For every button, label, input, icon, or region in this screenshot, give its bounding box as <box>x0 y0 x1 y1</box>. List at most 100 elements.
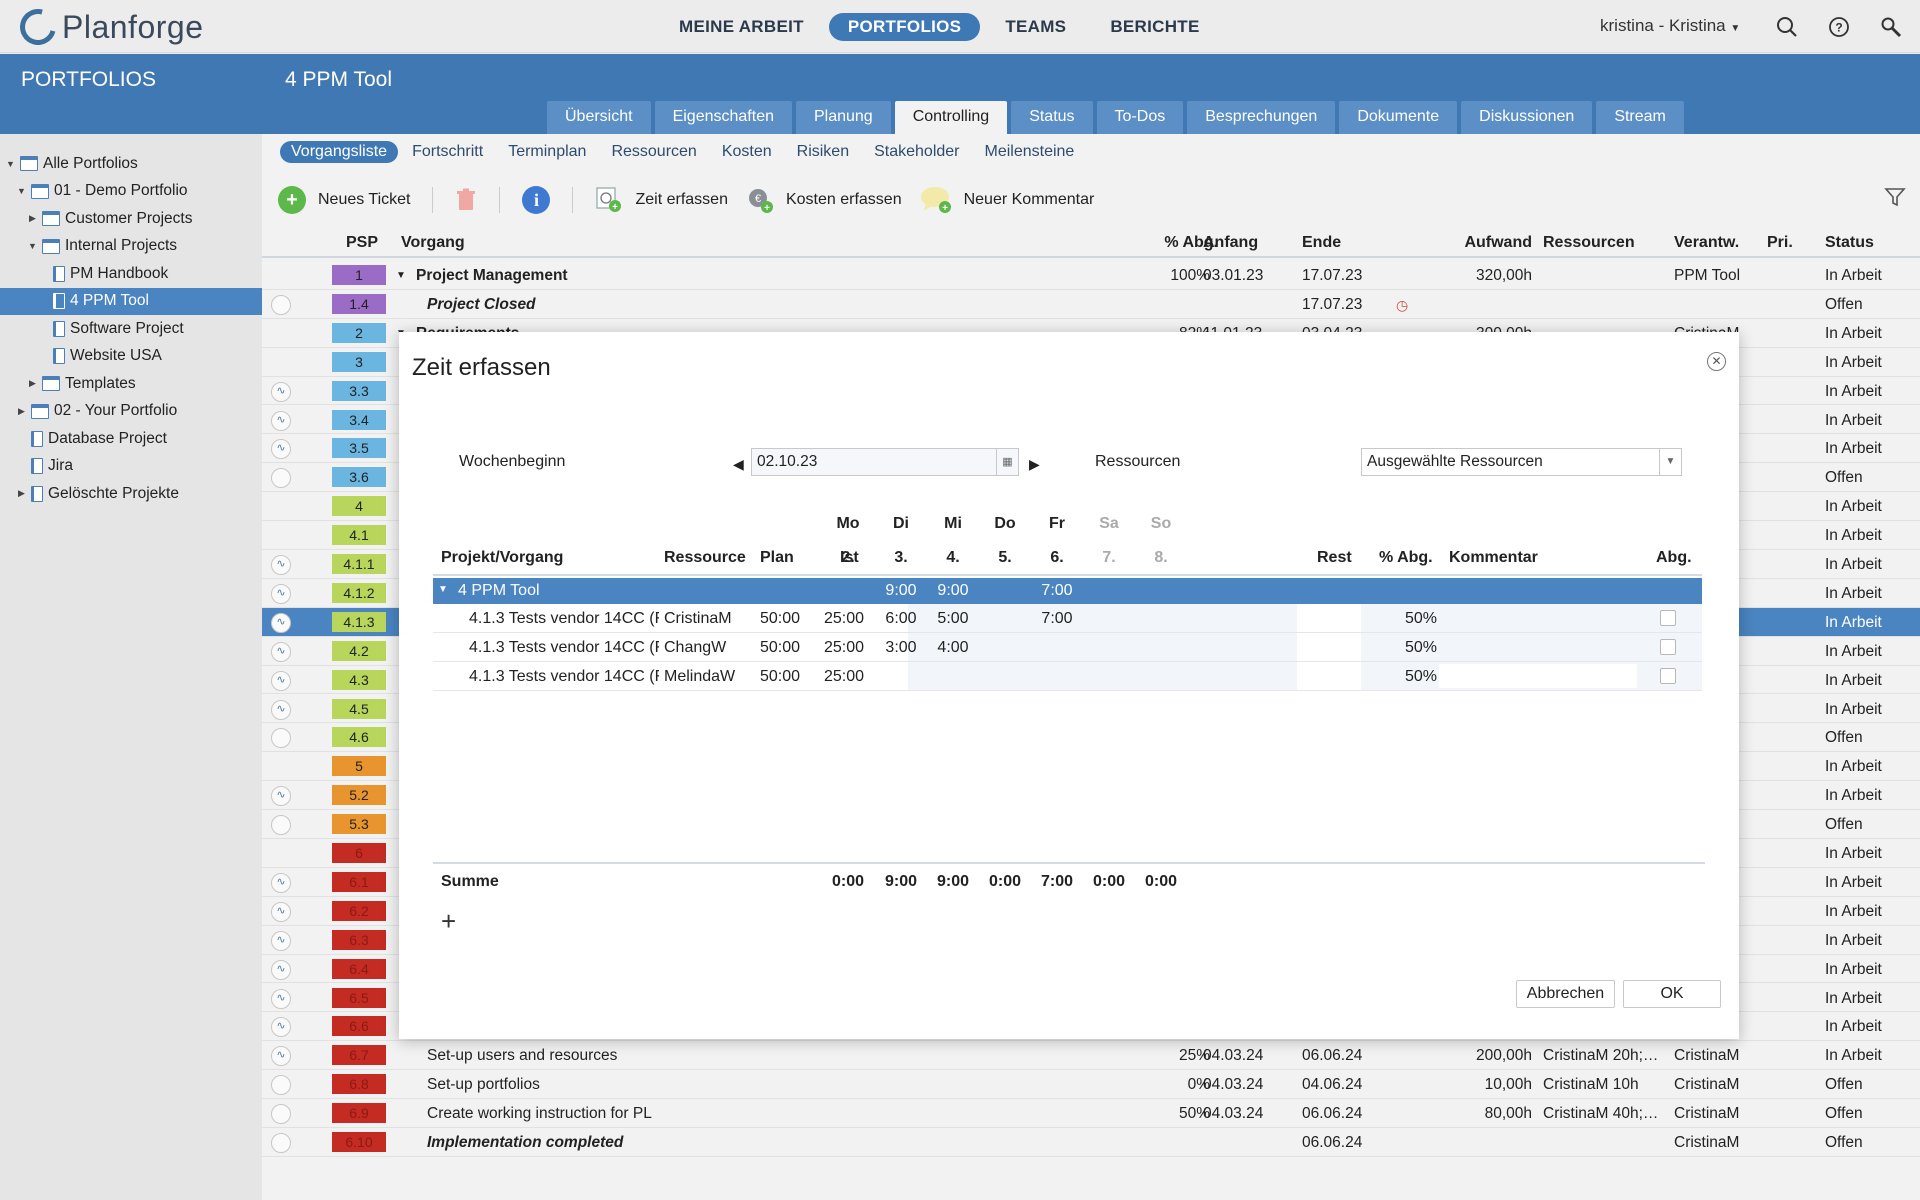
pct-done-cell[interactable]: 50% <box>1404 668 1437 685</box>
table-row[interactable]: 6.8 Set-up portfolios 0% 04.03.24 04.06.24 10… <box>262 1070 1920 1100</box>
subtab-ressourcen[interactable]: Ressourcen <box>611 143 697 160</box>
week-start-input[interactable]: 02.10.23 ▦ <box>751 448 1019 476</box>
table-row[interactable]: ∿ 6.6 In Arbeit <box>262 1012 1920 1042</box>
tab-planung[interactable]: Planung <box>795 101 891 134</box>
tree-item[interactable]: ▼ Alle Portfolios <box>0 150 262 178</box>
tab-stream[interactable]: Stream <box>1596 101 1684 134</box>
pct-done-cell[interactable]: 50% <box>1404 610 1437 627</box>
filter-icon[interactable] <box>1884 186 1906 214</box>
col-task[interactable]: Vorgang <box>401 234 465 251</box>
status-circle-icon[interactable] <box>271 1133 291 1153</box>
chevron-right-icon[interactable]: ▶ <box>29 378 36 389</box>
activity-icon[interactable]: ∿ <box>271 670 291 691</box>
col-owner[interactable]: Verantw. <box>1674 234 1740 251</box>
col-end[interactable]: Ende <box>1302 234 1342 251</box>
activity-icon[interactable]: ∿ <box>271 1046 291 1067</box>
tab-to-dos[interactable]: To-Dos <box>1096 101 1184 134</box>
subtab-stakeholder[interactable]: Stakeholder <box>874 143 960 160</box>
day-hours-cell[interactable]: 5:00 <box>937 610 969 627</box>
table-row[interactable]: 6.9 Create working instruction for PL 50% 0… <box>262 1099 1920 1128</box>
subtab-fortschritt[interactable]: Fortschritt <box>412 143 484 160</box>
resources-select[interactable]: Ausgewählte Ressourcen ▼ <box>1361 448 1682 476</box>
cancel-button[interactable]: Abbrechen <box>1516 980 1615 1008</box>
add-row-icon[interactable]: + <box>441 906 457 936</box>
tree-item[interactable]: ▶ 02 - Your Portfolio <box>0 398 262 426</box>
comment-cell[interactable] <box>1439 635 1637 659</box>
help-icon[interactable]: ? <box>1826 14 1852 40</box>
next-week-icon[interactable]: ▶ <box>1029 456 1040 472</box>
table-row[interactable]: ∿ 6.7 Set-up users and resources 25% 04.03.2… <box>262 1041 1920 1071</box>
col-pct[interactable]: % Abg. <box>1164 234 1218 251</box>
chevron-right-icon[interactable]: ▶ <box>18 405 25 416</box>
tab-eigenschaften[interactable]: Eigenschaften <box>654 101 792 134</box>
activity-icon[interactable]: ∿ <box>271 612 291 633</box>
status-circle-icon[interactable] <box>271 1075 291 1096</box>
tree-item[interactable]: 4 PPM Tool <box>0 287 262 315</box>
col-status[interactable]: Status <box>1825 234 1874 251</box>
tree-item[interactable]: ▼ Internal Projects <box>0 233 262 261</box>
activity-icon[interactable]: ∿ <box>271 555 291 575</box>
tab-übersicht[interactable]: Übersicht <box>547 101 651 134</box>
chevron-down-icon[interactable]: ▼ <box>438 584 448 595</box>
tab-besprechungen[interactable]: Besprechungen <box>1187 101 1336 134</box>
subtab-risiken[interactable]: Risiken <box>796 143 850 160</box>
nav-portfolios[interactable]: PORTFOLIOS <box>828 13 981 41</box>
chevron-right-icon[interactable]: ▶ <box>18 488 25 499</box>
activity-icon[interactable]: ∿ <box>271 988 291 1009</box>
comment-cell[interactable] <box>1439 606 1637 630</box>
tab-status[interactable]: Status <box>1011 101 1093 134</box>
tree-item[interactable]: Software Project <box>0 315 262 343</box>
chevron-right-icon[interactable]: ▶ <box>29 213 36 224</box>
day-hours-cell[interactable]: 3:00 <box>885 639 917 656</box>
subtab-terminplan[interactable]: Terminplan <box>508 143 587 160</box>
day-hours-cell[interactable]: 6:00 <box>885 610 917 627</box>
tree-item[interactable]: Database Project <box>0 425 262 453</box>
status-circle-icon[interactable] <box>271 1104 291 1125</box>
day-hours-cell[interactable]: 4:00 <box>937 639 969 656</box>
activity-icon[interactable]: ∿ <box>271 381 291 402</box>
table-row[interactable]: 1.4 Project Closed 17.07.23 Offen ◷ <box>262 290 1920 319</box>
new-comment-button[interactable]: + Neuer Kommentar <box>920 185 1094 215</box>
tree-item[interactable]: Jira <box>0 453 262 481</box>
status-circle-icon[interactable] <box>271 294 291 315</box>
subtab-kosten[interactable]: Kosten <box>721 143 772 160</box>
activity-icon[interactable]: ∿ <box>271 901 291 922</box>
tree-item[interactable]: ▼ 01 - Demo Portfolio <box>0 178 262 206</box>
activity-icon[interactable]: ∿ <box>271 699 291 720</box>
activity-icon[interactable]: ∿ <box>271 641 291 662</box>
delete-button[interactable] <box>455 188 477 212</box>
activity-icon[interactable]: ∿ <box>271 410 291 431</box>
table-row[interactable]: 1 ▼ Project Management 100% 03.01.23 17.07.23… <box>262 261 1920 290</box>
done-checkbox[interactable] <box>1660 668 1676 684</box>
time-entry-row[interactable]: 4.1.3 Tests vendor 14CC (F ChangW 50:00 25:… <box>433 633 1702 662</box>
tree-item[interactable]: ▶ Templates <box>0 370 262 398</box>
pct-done-cell[interactable]: 50% <box>1404 639 1437 656</box>
chevron-down-icon[interactable]: ▼ <box>28 241 37 252</box>
table-row[interactable]: 6.10 Implementation completed 06.06.24 Cris… <box>262 1128 1920 1157</box>
time-entry-row[interactable]: 4.1.3 Tests vendor 14CC (F CristinaM 50:00… <box>433 604 1702 633</box>
tree-item[interactable]: ▶ Gelöschte Projekte <box>0 480 262 508</box>
activity-icon[interactable]: ∿ <box>271 439 291 460</box>
activity-icon[interactable]: ∿ <box>271 872 291 893</box>
activity-icon[interactable]: ∿ <box>271 583 291 604</box>
project-group-row[interactable]: ▼ 4 PPM Tool 9:00 9:00 7:00 <box>433 578 1702 604</box>
app-logo[interactable]: Planforge <box>13 2 203 52</box>
settings-icon[interactable] <box>1878 14 1904 40</box>
day-hours-cell[interactable]: 7:00 <box>1041 610 1073 627</box>
done-checkbox[interactable] <box>1660 639 1676 655</box>
nav-meine-arbeit[interactable]: MEINE ARBEIT <box>679 17 804 36</box>
col-psp[interactable]: PSP <box>346 234 379 251</box>
tree-item[interactable]: PM Handbook <box>0 260 262 288</box>
tree-item[interactable]: ▶ Customer Projects <box>0 205 262 233</box>
subtab-vorgangsliste[interactable]: Vorgangsliste <box>280 141 399 163</box>
activity-icon[interactable]: ∿ <box>271 959 291 980</box>
status-circle-icon[interactable] <box>271 468 291 489</box>
col-effort[interactable]: Aufwand <box>1464 234 1532 251</box>
log-time-button[interactable]: + Zeit erfassen <box>595 186 728 214</box>
status-circle-icon[interactable] <box>271 815 291 836</box>
nav-berichte[interactable]: BERICHTE <box>1110 17 1200 36</box>
info-button[interactable]: i <box>522 186 551 214</box>
tab-diskussionen[interactable]: Diskussionen <box>1461 101 1593 134</box>
col-prio[interactable]: Pri. <box>1767 234 1793 251</box>
done-checkbox[interactable] <box>1660 610 1676 626</box>
